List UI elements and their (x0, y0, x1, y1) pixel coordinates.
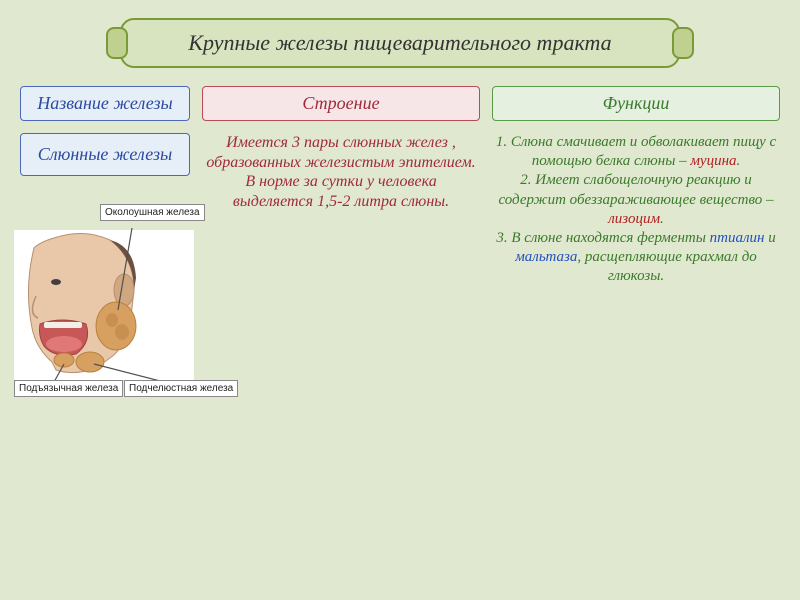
header-functions: Функции (492, 86, 780, 121)
func3-highlight1: птиалин (710, 230, 765, 246)
label-submandibular: Подчелюстная железа (124, 380, 238, 397)
func3-a: 3. В слюне находятся ферменты (496, 230, 709, 246)
columns: Название железы Слюнные железы (20, 86, 780, 417)
scroll-cap-left (106, 27, 128, 59)
func1-b: . (737, 153, 741, 169)
page-title: Крупные железы пищеварительного тракта (120, 18, 680, 68)
title-banner: Крупные железы пищеварительного тракта (120, 18, 680, 68)
column-name: Название железы Слюнные железы (20, 86, 190, 417)
func3-highlight2: мальтаза (515, 249, 577, 265)
header-name: Название железы (20, 86, 190, 121)
func1-highlight: муцина (690, 153, 736, 169)
gland-name-box: Слюнные железы (20, 133, 190, 176)
salivary-glands-diagram: Околоушная железа Подъязычная железа Под… (14, 198, 244, 418)
func3-mid: и (764, 230, 775, 246)
func2-highlight: лизоцим (608, 211, 660, 227)
label-parotid: Околоушная железа (100, 204, 205, 221)
label-sublingual: Подъязычная железа (14, 380, 123, 397)
func3-b: , расщепляющие крахмал до глюкозы. (577, 249, 756, 284)
scroll-cap-right (672, 27, 694, 59)
func2-a: 2. Имеет слабощелочную реакцию и содержи… (498, 172, 773, 207)
functions-text: 1. Слюна смачивает и обволакивает пищу с… (492, 133, 780, 287)
header-structure: Строение (202, 86, 480, 121)
column-functions: Функции 1. Слюна смачивает и обволакивае… (492, 86, 780, 417)
func2-b: . (660, 211, 664, 227)
